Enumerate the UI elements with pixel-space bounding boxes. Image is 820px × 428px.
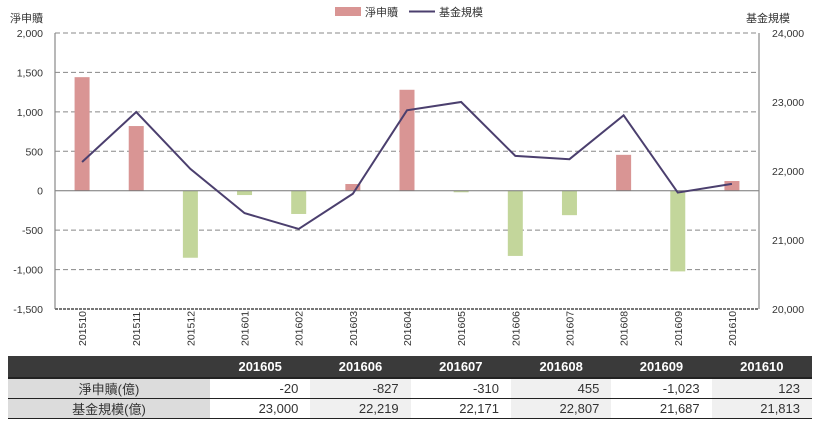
table-cell: 22,807 <box>510 398 612 419</box>
left-tick-label: 1,000 <box>17 107 43 119</box>
table-cell: 22,219 <box>310 398 411 419</box>
x-tick-label: 201510 <box>77 311 89 346</box>
left-tick-label: -500 <box>22 225 43 237</box>
table-header-row: 201605 201606 201607 201608 201609 20161… <box>8 356 812 379</box>
left-tick-label: 1,500 <box>17 67 43 79</box>
x-tick-label: 201605 <box>456 311 468 346</box>
bar <box>345 184 361 191</box>
column-header: 201610 <box>711 356 812 379</box>
column-header: 201605 <box>210 356 311 379</box>
table-cell: 22,171 <box>410 398 511 419</box>
right-tick-label: 22,000 <box>772 166 804 178</box>
column-header: 201607 <box>410 356 511 379</box>
legend-bar-label: 淨申贖 <box>365 5 398 19</box>
left-axis-title: 淨申贖 <box>10 11 43 25</box>
row-label: 淨申贖(億) <box>8 378 210 399</box>
table-cell: -310 <box>410 378 511 399</box>
row-label: 基金規模(億) <box>8 398 210 419</box>
line-series <box>81 100 733 231</box>
combo-chart: 淨申贖 基金規模 淨申贖 基金規模 2,000 1,500 1,000 500 0 -50… <box>10 5 804 346</box>
bar <box>507 190 523 256</box>
bar-series <box>74 77 740 272</box>
column-header: 201606 <box>310 356 411 379</box>
bar <box>399 89 415 191</box>
bar <box>453 190 469 193</box>
table-cell: 123 <box>711 378 812 399</box>
bar <box>670 190 686 272</box>
left-tick-label: -1,000 <box>13 265 43 277</box>
table-cell: 23,000 <box>210 398 311 419</box>
table-row-fund-size: 基金規模(億) 23,000 22,219 22,171 22,807 21,6… <box>8 398 812 419</box>
column-header: 201609 <box>611 356 712 379</box>
x-tick-label: 201606 <box>510 311 522 346</box>
table-corner <box>8 356 210 379</box>
table-cell: -827 <box>310 378 411 399</box>
legend: 淨申贖 基金規模 <box>335 5 483 19</box>
x-tick-label: 201604 <box>402 311 414 346</box>
legend-bar-swatch <box>335 7 361 16</box>
bar <box>128 126 144 191</box>
column-header: 201608 <box>510 356 612 379</box>
x-tick-label: 201603 <box>348 311 360 346</box>
left-axis-ticks: 2,000 1,500 1,000 500 0 -500 -1,000 -1,500 <box>13 28 43 316</box>
data-table: 201605 201606 201607 201608 201609 20161… <box>8 356 812 419</box>
bar <box>291 190 307 214</box>
x-tick-label: 201607 <box>564 311 576 346</box>
right-tick-label: 20,000 <box>772 304 804 316</box>
bar <box>561 190 577 216</box>
right-axis-title: 基金規模 <box>746 11 790 25</box>
right-axis-ticks: 24,000 23,000 22,000 21,000 20,000 <box>772 28 804 316</box>
x-tick-label: 201610 <box>727 311 739 346</box>
x-tick-label: 201601 <box>240 311 252 346</box>
legend-line-label: 基金規模 <box>439 5 483 19</box>
x-axis-labels: 201510 201511 201512 201601 201602 201603 2016… <box>77 311 739 346</box>
table-cell: -20 <box>210 378 311 399</box>
x-tick-label: 201609 <box>673 311 685 346</box>
left-tick-label: 0 <box>37 186 43 198</box>
bar <box>237 190 253 196</box>
x-tick-label: 201602 <box>294 311 306 346</box>
bar <box>182 190 198 258</box>
left-tick-label: -1,500 <box>13 304 43 316</box>
table-cell: 21,687 <box>611 398 712 419</box>
left-tick-label: 500 <box>25 146 43 158</box>
bar <box>74 77 90 191</box>
table-row-net-subscription: 淨申贖(億) -20 -827 -310 455 -1,023 123 <box>8 378 812 399</box>
x-tick-label: 201511 <box>131 312 143 346</box>
bar <box>616 154 632 191</box>
table-cell: 455 <box>510 378 612 399</box>
table-cell: 21,813 <box>711 398 812 419</box>
right-tick-label: 21,000 <box>772 235 804 247</box>
x-tick-label: 201512 <box>185 311 197 346</box>
right-tick-label: 23,000 <box>772 97 804 109</box>
right-tick-label: 24,000 <box>772 28 804 40</box>
bar <box>724 181 740 191</box>
x-tick-label: 201608 <box>619 311 631 346</box>
left-tick-label: 2,000 <box>17 28 43 40</box>
table-cell: -1,023 <box>611 378 712 399</box>
